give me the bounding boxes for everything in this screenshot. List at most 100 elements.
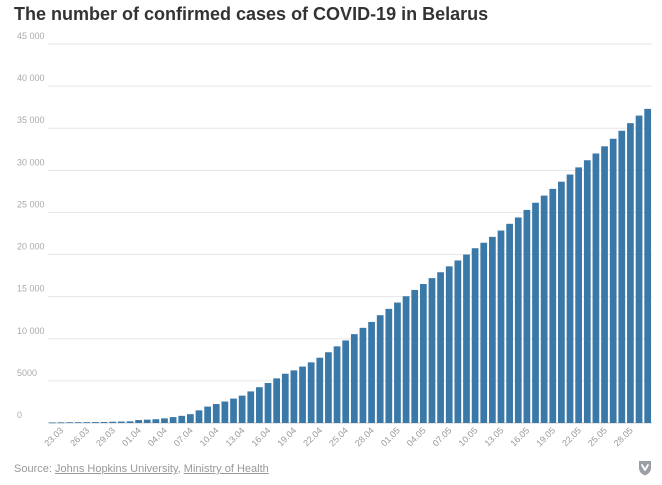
- chart-title: The number of confirmed cases of COVID-1…: [14, 4, 489, 24]
- source-prefix: Source:: [14, 463, 55, 475]
- bar-22.04: [316, 357, 324, 423]
- x-tick-label: 25.05: [586, 425, 609, 448]
- bar-28.04: [368, 321, 375, 423]
- bar-20.04: [299, 366, 306, 423]
- bar-07.04: [187, 414, 194, 423]
- y-tick-label: 45 000: [17, 31, 45, 41]
- bar-05.05: [428, 278, 436, 423]
- bar-04.04: [161, 418, 168, 423]
- bar-27.04: [359, 327, 367, 423]
- bar-05.04: [169, 417, 177, 423]
- x-tick-label: 04.05: [405, 425, 428, 448]
- bar-29.05: [635, 115, 643, 423]
- x-tick-label: 16.05: [508, 425, 531, 448]
- bar-12.04: [230, 398, 237, 423]
- x-tick-label: 28.04: [353, 425, 376, 448]
- x-tick-label: 16.04: [249, 425, 272, 448]
- bar-23.03: [57, 422, 65, 424]
- x-tick-label: 10.05: [457, 425, 480, 448]
- bar-19.05: [549, 188, 557, 423]
- bar-20.05: [558, 181, 565, 423]
- bar-18.04: [281, 373, 289, 423]
- y-tick-label: 35 000: [17, 115, 45, 125]
- bar-28.05: [627, 123, 634, 424]
- bar-24.04: [333, 346, 341, 423]
- y-tick-label: 20 000: [17, 242, 45, 252]
- bar-30.05: [644, 108, 652, 423]
- bar-04.05: [419, 284, 427, 423]
- x-tick-label: 22.04: [301, 425, 324, 448]
- bar-22.03: [48, 422, 56, 424]
- bar-25.03: [74, 422, 82, 423]
- y-tick-label: 40 000: [17, 73, 45, 83]
- bar-06.05: [437, 272, 444, 423]
- bar-21.04: [307, 362, 315, 423]
- bar-25.04: [342, 340, 350, 423]
- x-tick-label: 07.05: [431, 425, 454, 448]
- bar-27.05: [618, 130, 626, 423]
- bar-26.03: [83, 422, 91, 423]
- bar-01.05: [394, 302, 401, 423]
- x-tick-label: 13.05: [482, 425, 505, 448]
- source-link-johns-hopkins[interactable]: Johns Hopkins University: [54, 463, 178, 475]
- bar-23.05: [583, 160, 591, 424]
- bar-chart: 0 5000 10 000 15 000 20 000 25 000 30 000 35 00…: [17, 31, 652, 448]
- shield-arrow-logo-icon: [639, 461, 651, 476]
- bar-30.03: [117, 421, 125, 423]
- bar-08.05: [454, 260, 462, 423]
- bar-14.05: [506, 223, 513, 423]
- bar-29.04: [376, 315, 384, 423]
- source-link-ministry-of-health[interactable]: Ministry of Health: [183, 463, 269, 475]
- x-tick-label: 13.04: [224, 425, 247, 448]
- bar-14.04: [247, 391, 255, 423]
- bar-09.04: [204, 406, 211, 423]
- bar-02.05: [402, 296, 410, 423]
- bar-08.04: [195, 410, 203, 423]
- x-tick-label: 19.04: [275, 425, 298, 448]
- bar-02.04: [143, 419, 151, 423]
- bar-09.05: [463, 254, 470, 423]
- bar-19.04: [290, 370, 298, 423]
- bar-01.04: [135, 420, 142, 423]
- y-tick-label: 0: [17, 410, 22, 420]
- bar-16.04: [264, 382, 272, 423]
- bar-22.05: [575, 167, 583, 423]
- bar-31.03: [126, 421, 134, 423]
- source-separator: ,: [177, 463, 184, 475]
- bar-15.04: [256, 387, 263, 423]
- y-axis-ticks: 0 5000 10 000 15 000 20 000 25 000 30 000 35 00…: [17, 31, 45, 420]
- x-tick-label: 07.04: [172, 425, 195, 448]
- bar-11.05: [480, 242, 488, 423]
- x-tick-label: 04.04: [146, 425, 169, 448]
- bars: [48, 108, 652, 424]
- bar-26.05: [609, 138, 617, 423]
- bar-29.03: [109, 421, 117, 423]
- bar-21.05: [566, 174, 574, 423]
- x-tick-label: 28.05: [612, 425, 635, 448]
- x-tick-label: 10.04: [198, 425, 221, 448]
- x-tick-label: 29.03: [94, 425, 117, 448]
- x-tick-label: 25.04: [327, 425, 350, 448]
- x-tick-label: 19.05: [534, 425, 557, 448]
- bar-28.03: [100, 421, 108, 423]
- bar-17.05: [532, 202, 539, 423]
- bar-17.04: [273, 378, 281, 423]
- y-tick-label: 5000: [17, 368, 37, 378]
- bar-30.04: [385, 308, 393, 423]
- bar-26.04: [350, 334, 358, 423]
- bar-24.05: [592, 153, 600, 424]
- x-tick-label: 01.05: [379, 425, 402, 448]
- x-axis-ticks: 23.03 26.03 29.03 01.04 04.04 07.04 10.04 13.04…: [42, 425, 634, 448]
- bar-12.05: [489, 236, 496, 423]
- bar-13.05: [497, 230, 505, 423]
- x-tick-label: 01.04: [120, 425, 143, 448]
- bar-25.05: [601, 146, 608, 423]
- bar-13.04: [238, 395, 246, 423]
- y-tick-label: 10 000: [17, 326, 45, 336]
- x-tick-label: 23.03: [42, 425, 65, 448]
- bar-18.05: [540, 195, 548, 423]
- bar-24.03: [66, 422, 73, 424]
- bar-27.03: [92, 422, 99, 423]
- x-tick-label: 26.03: [68, 425, 91, 448]
- x-tick-label: 22.05: [560, 425, 583, 448]
